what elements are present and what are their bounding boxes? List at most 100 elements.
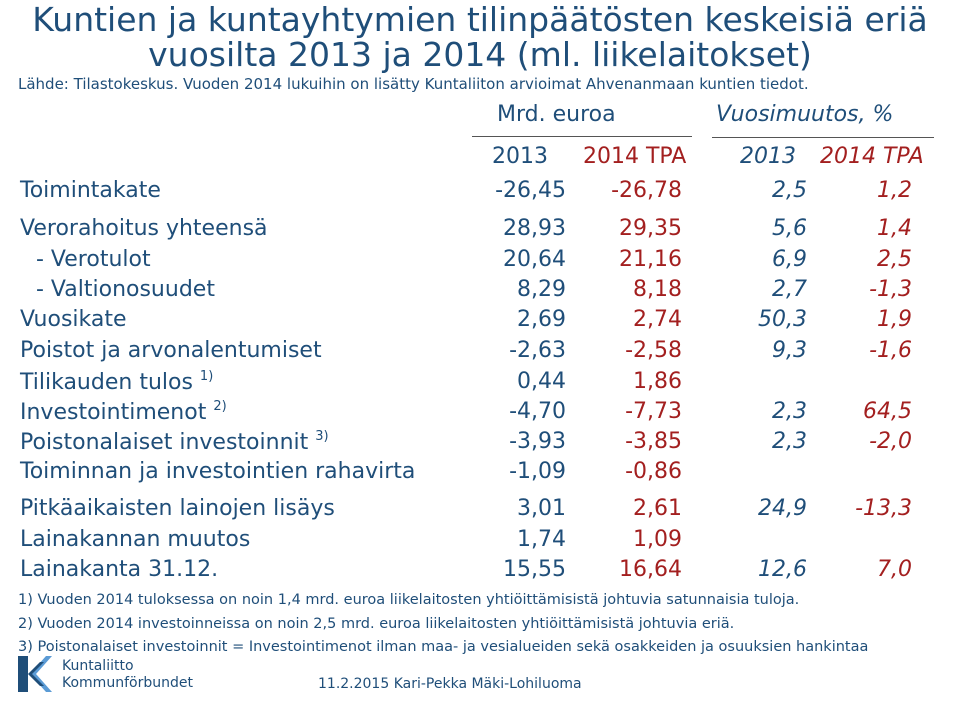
change-2013: 12,6 [758,557,807,582]
change-2014-tpa: -1,3 [869,277,912,302]
change-2013: 5,6 [772,216,807,241]
value-2013: 20,64 [503,247,566,272]
change-2013: 24,9 [758,496,807,521]
footnote-1: 1) Vuoden 2014 tuloksessa on noin 1,4 mr… [18,592,800,608]
change-2014-tpa: 1,9 [877,307,912,332]
table-row: Toiminnan ja investointien rahavirta -1,0… [0,459,960,487]
value-2013: 2,69 [517,307,566,332]
header-rule-change [712,137,934,138]
row-label: Verorahoitus yhteensä [20,216,268,241]
value-2014-tpa: 21,16 [619,247,682,272]
value-2014-tpa: 2,74 [633,307,682,332]
row-label: Pitkäaikaisten lainojen lisäys [20,496,335,521]
value-2013: 3,01 [517,496,566,521]
header-rule-amounts [472,136,692,137]
source-note: Lähde: Tilastokeskus. Vuoden 2014 lukuih… [18,75,809,93]
footnote-3: 3) Poistonalaiset investoinnit = Investo… [18,639,869,655]
change-2013: 2,7 [772,277,807,302]
row-label-text: Pitkäaikaisten lainojen lisäys [20,496,335,521]
value-2013: 1,74 [517,527,566,552]
table-row: Poistot ja arvonalentumiset -2,63 -2,58 9,3… [0,338,960,366]
footer-date-author: 11.2.2015 Kari-Pekka Mäki-Lohiluoma [318,676,582,692]
col-header-2013: 2013 [492,144,548,169]
header-mrd-euroa: Mrd. euroa [497,102,616,127]
row-label: - Verotulot [36,247,151,272]
logo-text-kommunforbundet: Kommunförbundet [62,675,193,691]
logo-text-kuntaliitto: Kuntaliitto [62,658,134,674]
slide-title-line2: vuosilta 2013 ja 2014 (ml. liikelaitokse… [148,35,812,74]
header-vuosimuutos: Vuosimuutos, % [716,102,894,127]
value-2013: -1,09 [509,459,566,484]
row-label-footnote-ref: 1) [199,369,214,384]
change-2014-tpa: 7,0 [877,557,912,582]
value-2014-tpa: -0,86 [625,459,682,484]
row-label: Investointimenot 2) [20,399,227,425]
row-label-text: Vuosikate [20,307,127,332]
change-2013: 2,5 [772,178,807,203]
value-2014-tpa: 29,35 [619,216,682,241]
row-label: Vuosikate [20,307,127,332]
row-label-text: Lainakannan muutos [20,527,251,552]
value-2013: 8,29 [517,277,566,302]
row-label: Tilikauden tulos 1) [20,369,213,395]
change-2014-tpa: 1,4 [877,216,912,241]
col-header-2014-tpa: 2014 TPA [583,144,687,169]
change-2014-tpa: 1,2 [877,178,912,203]
col-header-change-2014-tpa: 2014 TPA [820,144,924,169]
col-header-change-2013: 2013 [740,144,796,169]
value-2014-tpa: -2,58 [625,338,682,363]
row-label-text: Poistot ja arvonalentumiset [20,338,322,363]
change-2013: 2,3 [772,429,807,454]
change-2014-tpa: -2,0 [869,429,912,454]
value-2013: 28,93 [503,216,566,241]
value-2014-tpa: 2,61 [633,496,682,521]
table-row: Lainakannan muutos 1,74 1,09 [0,527,960,555]
row-label-text: Investointimenot [20,400,214,425]
table-row: Vuosikate 2,69 2,74 50,3 1,9 [0,307,960,335]
value-2013: -3,93 [509,429,566,454]
table-row: - Valtionosuudet 8,29 8,18 2,7 -1,3 [0,277,960,305]
change-2014-tpa: 2,5 [877,247,912,272]
change-2013: 9,3 [772,338,807,363]
value-2013: 0,44 [517,369,566,394]
value-2014-tpa: -26,78 [611,178,682,203]
row-label: - Valtionosuudet [36,277,215,302]
value-2013: -4,70 [509,399,566,424]
value-2014-tpa: -7,73 [625,399,682,424]
row-label: Toiminnan ja investointien rahavirta [20,459,415,484]
row-label: Lainakannan muutos [20,527,250,552]
value-2014-tpa: 16,64 [619,557,682,582]
row-label-text: Tilikauden tulos [20,370,200,395]
value-2014-tpa: 1,86 [633,369,682,394]
row-label-footnote-ref: 2) [213,399,227,414]
row-label-text: Lainakanta 31.12. [20,557,219,582]
value-2013: -2,63 [509,338,566,363]
change-2013: 50,3 [758,307,807,332]
row-label-footnote-ref: 3) [315,429,329,444]
row-label-text: - Valtionosuudet [36,277,215,302]
table-row: Verorahoitus yhteensä 28,93 29,35 5,6 1,4 [0,216,960,244]
kuntaliitto-logo: Kuntaliitto Kommunförbundet [14,650,214,700]
table-row: - Verotulot 20,64 21,16 6,9 2,5 [0,247,960,275]
row-label-text: Verorahoitus yhteensä [20,216,268,241]
value-2014-tpa: 8,18 [633,277,682,302]
value-2013: 15,55 [503,557,566,582]
table-row: Poistonalaiset investoinnit 3) -3,93 -3,85… [0,429,960,457]
table-row: Investointimenot 2) -4,70 -7,73 2,3 64,5 [0,399,960,427]
change-2014-tpa: -13,3 [855,496,912,521]
row-label-text: Toimintakate [20,178,161,203]
row-label-text: - Verotulot [36,247,151,272]
row-label: Poistot ja arvonalentumiset [20,338,322,363]
value-2014-tpa: -3,85 [625,429,682,454]
table-row: Toimintakate -26,45 -26,78 2,5 1,2 [0,178,960,206]
value-2014-tpa: 1,09 [633,527,682,552]
change-2013: 2,3 [772,399,807,424]
slide-title-line1: Kuntien ja kuntayhtymien tilinpäätösten … [32,0,928,39]
kuntaliitto-logo-icon [18,656,52,692]
change-2013: 6,9 [772,247,807,272]
row-label-text: Toiminnan ja investointien rahavirta [20,459,416,484]
row-label: Toimintakate [20,178,161,203]
row-label-text: Poistonalaiset investoinnit [20,430,316,455]
table-row: Tilikauden tulos 1) 0,44 1,86 [0,369,960,397]
footnote-2: 2) Vuoden 2014 investoinneissa on noin 2… [18,616,735,632]
